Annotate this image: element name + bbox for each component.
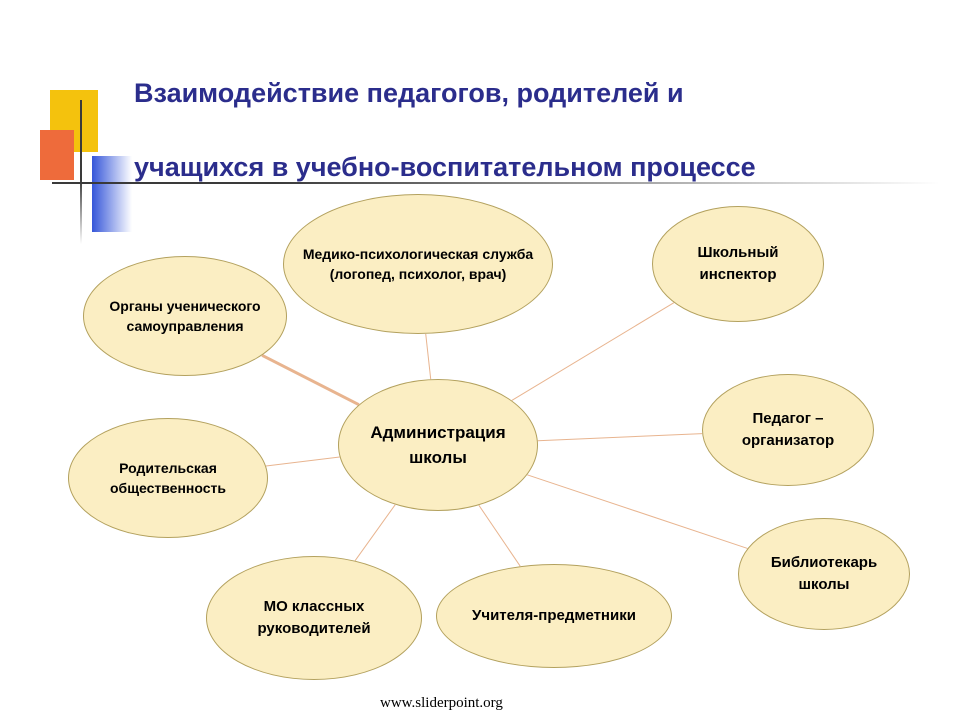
node-subject-teachers: Учителя-предметники bbox=[436, 564, 672, 668]
node-class-supervisors: МО классных руководителей bbox=[206, 556, 422, 680]
node-label: Родительская общественность bbox=[79, 458, 257, 498]
footer-url: www.sliderpoint.org bbox=[380, 695, 503, 712]
node-teacher-organizer: Педагог – организатор bbox=[702, 374, 874, 486]
node-school-inspector: Школьный инспектор bbox=[652, 206, 824, 322]
slide-canvas: Взаимодействие педагогов, родителей и уч… bbox=[0, 0, 960, 720]
decor-blue-block bbox=[92, 156, 132, 232]
node-label: Педагог – организатор bbox=[713, 408, 863, 452]
node-label: МО классных руководителей bbox=[217, 596, 411, 640]
slide-title-line-1: Взаимодействие педагогов, родителей и bbox=[134, 78, 684, 109]
slide-title-line-2: учащихся в учебно-воспитательном процесс… bbox=[134, 152, 756, 183]
node-label: Администрация школы bbox=[349, 420, 527, 470]
node-label: Медико-психологическая служба (логопед, … bbox=[294, 244, 542, 284]
decor-orange-block bbox=[40, 130, 74, 180]
node-label: Органы ученического самоуправления bbox=[94, 296, 276, 336]
node-parents-community: Родительская общественность bbox=[68, 418, 268, 538]
node-label: Школьный инспектор bbox=[663, 242, 813, 286]
node-student-council: Органы ученического самоуправления bbox=[83, 256, 287, 376]
node-medical-psych-service: Медико-психологическая служба (логопед, … bbox=[283, 194, 553, 334]
decor-vertical-line bbox=[80, 100, 82, 244]
node-label: Учителя-предметники bbox=[472, 605, 636, 627]
node-administration: Администрация школы bbox=[338, 379, 538, 511]
node-school-librarian: Библиотекарь школы bbox=[738, 518, 910, 630]
node-label: Библиотекарь школы bbox=[749, 552, 899, 596]
